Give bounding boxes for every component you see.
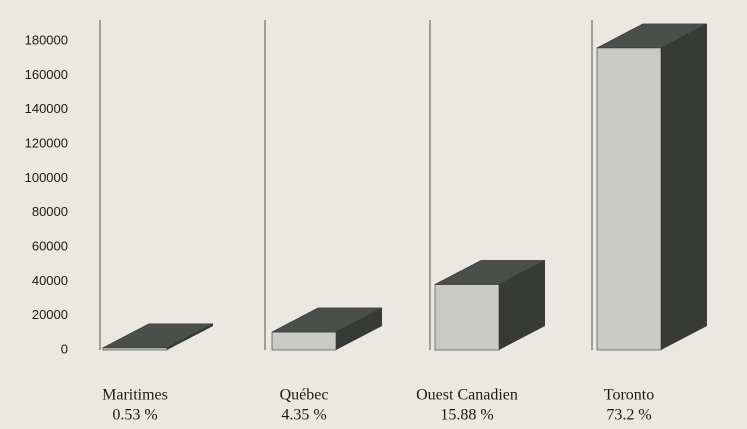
bar-top: [271, 307, 383, 333]
x-tick-label: Maritimes: [102, 387, 168, 404]
y-tick-label: 20000: [32, 307, 68, 322]
x-tick-label: Québec: [280, 387, 329, 404]
bar-side: [499, 260, 545, 350]
category-percent: 73.2 %: [606, 407, 651, 424]
bar-side: [336, 307, 382, 350]
x-tick-label: Toronto: [604, 387, 654, 404]
category-percent: 0.53 %: [112, 407, 157, 424]
y-tick-label: 0: [61, 341, 68, 356]
y-tick-label: 40000: [32, 273, 68, 288]
bar-side: [167, 323, 213, 350]
category-dividers: [99, 20, 593, 350]
bar-front: [102, 347, 168, 351]
category-percent: 4.35 %: [281, 407, 326, 424]
bar-front: [434, 284, 500, 351]
x-tick-label: Ouest Canadien: [416, 387, 518, 404]
y-tick-label: 140000: [25, 101, 68, 116]
bar-front: [271, 331, 337, 351]
bar-top: [102, 323, 214, 349]
y-tick-label: 80000: [32, 204, 68, 219]
category-percent: 15.88 %: [440, 407, 493, 424]
y-tick-label: 60000: [32, 238, 68, 253]
bar-top: [434, 260, 546, 285]
y-tick-label: 120000: [25, 135, 68, 150]
y-tick-label: 160000: [25, 67, 68, 82]
bar-front: [596, 47, 662, 351]
bar-top: [596, 23, 708, 49]
y-tick-label: 100000: [25, 170, 68, 185]
y-tick-label: 180000: [25, 32, 68, 47]
bar-side: [661, 23, 707, 350]
